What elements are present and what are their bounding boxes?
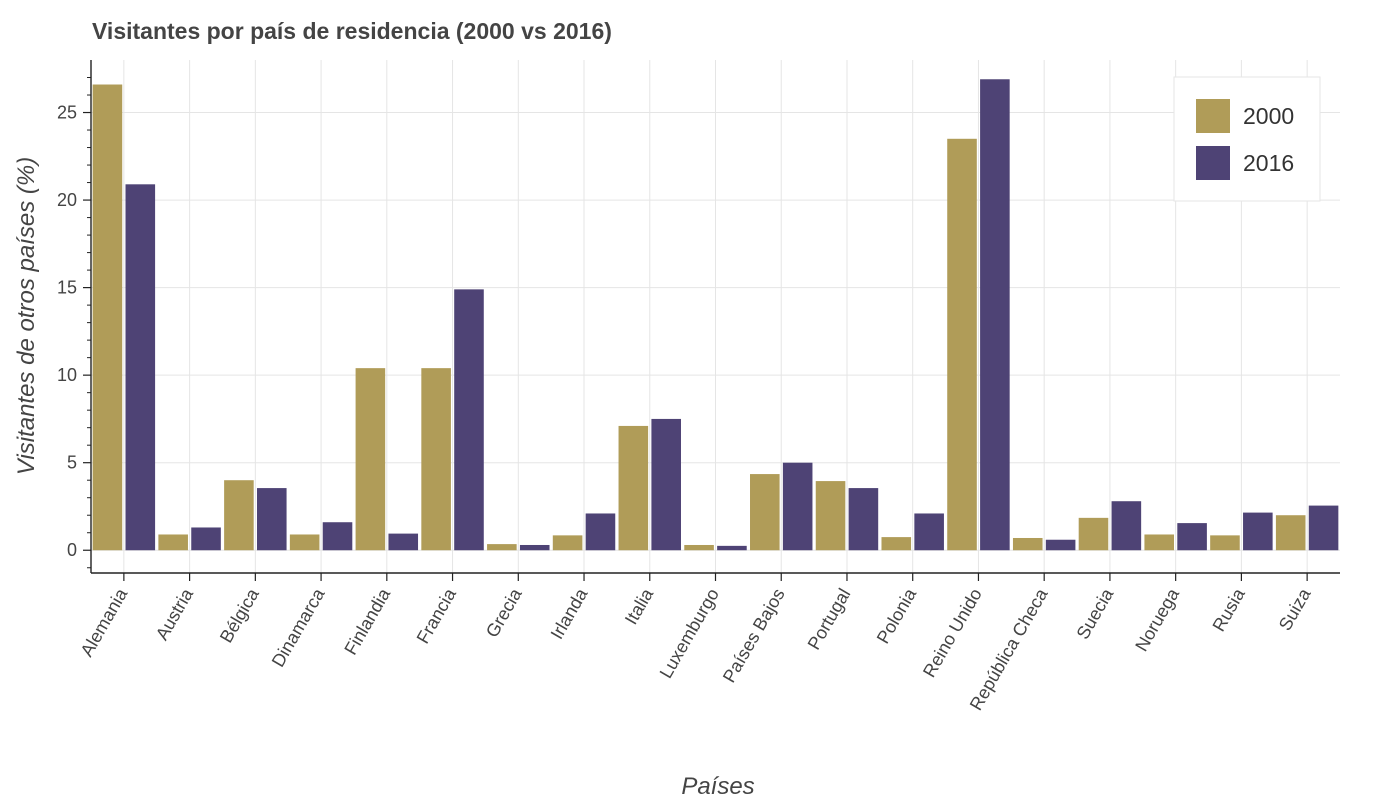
x-tick-label: Finlandia	[340, 584, 394, 658]
bar-2000	[815, 481, 846, 551]
bar-2000	[1210, 535, 1240, 551]
bar-2000	[881, 537, 912, 551]
bar-2016	[980, 79, 1010, 551]
bar-2016	[191, 527, 221, 551]
x-axis-label: Países	[681, 773, 754, 800]
x-tick-label: Luxemburgo	[656, 585, 723, 682]
bar-2016	[1243, 512, 1273, 551]
bar-2000	[1012, 537, 1043, 551]
bar-2000	[1275, 515, 1306, 551]
x-tick-label: Irlanda	[547, 584, 592, 643]
y-tick-label: 0	[67, 540, 77, 560]
x-tick-label: Noruega	[1131, 584, 1183, 655]
x-tick-label: Francia	[413, 584, 461, 647]
bar-2000	[618, 425, 649, 551]
bar-2016	[914, 513, 944, 551]
bar-2016	[388, 533, 419, 551]
x-tick-label: Rusia	[1209, 584, 1250, 635]
bar-2000	[750, 474, 780, 551]
bar-2000	[487, 544, 517, 551]
grid-lines	[91, 60, 1340, 573]
bar-2016	[1045, 539, 1076, 551]
bar-2000	[421, 368, 451, 551]
bar-2016	[125, 184, 156, 551]
legend: 2000 2016	[1173, 76, 1321, 202]
x-tick-label: Suiza	[1275, 584, 1315, 634]
bar-2016	[1308, 505, 1339, 551]
y-axis-ticks: 0 5 10 15 20 25	[57, 77, 91, 569]
y-tick-label: 25	[57, 103, 77, 123]
bar-2000	[355, 368, 386, 551]
legend-swatch-2016	[1196, 146, 1230, 180]
x-tick-label: Dinamarca	[268, 584, 329, 670]
x-tick-label: Portugal	[804, 585, 855, 653]
x-tick-label: Grecia	[482, 584, 526, 641]
bar-2016	[848, 488, 879, 551]
x-axis-ticks: Alemania Austria Bélgica Dinamarca Finlandia…	[76, 573, 1315, 714]
bar-2000	[289, 534, 320, 551]
bar-2016	[1177, 523, 1207, 551]
bar-2016	[322, 522, 353, 551]
bar-2016	[454, 289, 484, 551]
x-tick-label: Austria	[152, 584, 198, 643]
bar-2016	[651, 418, 681, 551]
bar-2016	[1111, 501, 1142, 551]
y-tick-label: 10	[57, 365, 77, 385]
legend-box	[1173, 76, 1321, 202]
bars	[92, 79, 1339, 551]
bar-2016	[519, 544, 550, 551]
y-tick-label: 20	[57, 190, 77, 210]
x-tick-label: Bélgica	[216, 584, 263, 646]
x-tick-label: Alemania	[76, 584, 131, 660]
bar-2000	[552, 535, 583, 551]
legend-label-2016: 2016	[1243, 150, 1294, 176]
chart-title: Visitantes por país de residencia (2000 …	[92, 18, 612, 44]
bar-2016	[256, 488, 287, 551]
x-tick-label: Polonia	[873, 584, 921, 647]
y-tick-label: 15	[57, 278, 77, 298]
x-tick-label: Reino Unido	[919, 585, 986, 681]
legend-swatch-2000	[1196, 99, 1230, 133]
bar-2000	[92, 84, 123, 551]
bar-2016	[782, 462, 813, 551]
bar-2000	[158, 534, 188, 551]
bar-2016	[585, 513, 616, 551]
bar-2000	[684, 544, 714, 551]
bar-2000	[1144, 534, 1175, 551]
legend-label-2000: 2000	[1243, 103, 1294, 129]
x-tick-label: Italia	[621, 584, 658, 628]
y-tick-label: 5	[67, 453, 77, 473]
bar-2000	[947, 138, 977, 551]
bar-2000	[224, 480, 254, 551]
bar-2000	[1078, 517, 1109, 551]
x-tick-label: Suecia	[1073, 584, 1118, 643]
bar-2016	[717, 545, 747, 551]
y-axis-label: Visitantes de otros países (%)	[13, 157, 40, 475]
x-tick-label: Países Bajos	[719, 585, 789, 686]
